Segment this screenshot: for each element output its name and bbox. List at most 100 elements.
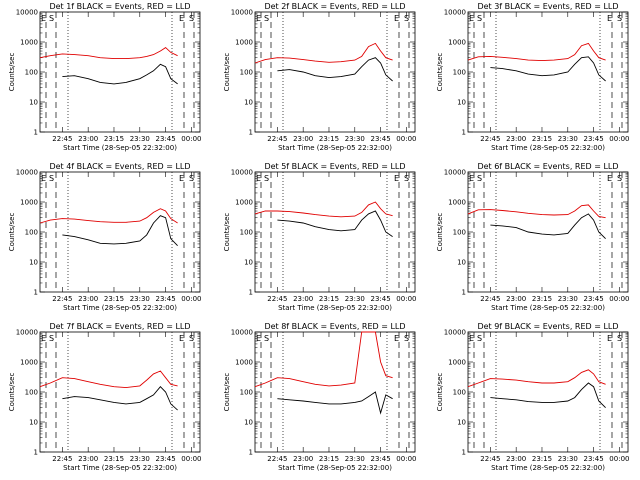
panel-title: Det 7f BLACK = Events, RED = LLD — [49, 322, 190, 331]
x-tick-label: 23:30 — [130, 135, 150, 143]
y-tick-label: 1000 — [448, 39, 466, 47]
x-tick-label: 00:00 — [396, 295, 416, 303]
x-tick-label: 00:00 — [609, 455, 629, 463]
panel-title: Det 2f BLACK = Events, RED = LLD — [264, 2, 405, 11]
series-events-line — [277, 391, 393, 415]
x-tick-label: 23:45 — [155, 295, 175, 303]
y-tick-label: 10000 — [444, 329, 466, 337]
y-tick-label: 1000 — [235, 359, 253, 367]
y-tick-label: 10 — [457, 419, 466, 427]
panel-title: Det 8f BLACK = Events, RED = LLD — [264, 322, 405, 331]
marker-label: E — [469, 334, 474, 343]
series-events-line — [490, 382, 606, 409]
x-tick-label: 00:00 — [609, 135, 629, 143]
marker-label: E — [41, 14, 46, 23]
x-tick-label: 00:00 — [609, 295, 629, 303]
x-axis-label: Start Time (28-Sep-05 22:32:00) — [491, 144, 605, 152]
plot-frame — [254, 171, 416, 293]
x-tick-label: 23:45 — [155, 135, 175, 143]
series-lld-line — [39, 208, 178, 224]
x-tick-label: 00:00 — [396, 455, 416, 463]
x-tick-label: 23:15 — [319, 455, 339, 463]
x-tick-label: 23:45 — [370, 455, 390, 463]
x-tick-label: 22:45 — [480, 135, 500, 143]
y-tick-label: 100 — [453, 69, 466, 77]
series-events-line — [490, 56, 606, 82]
x-tick-label: 23:45 — [583, 455, 603, 463]
series-lld-line — [254, 331, 393, 388]
y-tick-label: 1 — [462, 449, 466, 457]
x-tick-label: 23:30 — [345, 295, 365, 303]
series-lld-line — [467, 42, 606, 62]
x-tick-label: 23:15 — [532, 455, 552, 463]
x-axis-label: Start Time (28-Sep-05 22:32:00) — [278, 464, 392, 472]
y-axis-label: Counts/sec — [223, 213, 231, 252]
x-tick-label: 23:45 — [370, 135, 390, 143]
marker-label: S — [49, 14, 54, 23]
x-tick-label: 23:00 — [293, 455, 313, 463]
panel-title: Det 3f BLACK = Events, RED = LLD — [477, 2, 618, 11]
marker-label: E — [607, 174, 612, 183]
x-axis-label: Start Time (28-Sep-05 22:32:00) — [278, 304, 392, 312]
y-tick-label: 100 — [240, 229, 253, 237]
y-axis-label: Counts/sec — [8, 53, 16, 92]
x-tick-label: 00:00 — [396, 135, 416, 143]
x-axis-label: Start Time (28-Sep-05 22:32:00) — [63, 464, 177, 472]
panel-det-8: Det 8f BLACK = Events, RED = LLD 1 10 100 10… — [223, 322, 416, 472]
series-events-line — [490, 213, 606, 240]
series-events-line — [62, 386, 178, 411]
y-tick-label: 10 — [244, 99, 253, 107]
plot-frame — [467, 171, 629, 293]
marker-label: E — [256, 334, 261, 343]
y-tick-label: 10 — [457, 99, 466, 107]
x-tick-label: 00:00 — [181, 135, 201, 143]
x-tick-label: 23:00 — [293, 295, 313, 303]
y-tick-label: 100 — [25, 69, 38, 77]
series-events-line — [62, 215, 178, 247]
marker-label: E — [607, 14, 612, 23]
x-tick-label: 22:45 — [52, 135, 72, 143]
y-tick-label: 1 — [249, 289, 253, 297]
marker-label: S — [617, 174, 622, 183]
marker-label: E — [179, 334, 184, 343]
y-tick-label: 1 — [462, 289, 466, 297]
marker-label: E — [469, 14, 474, 23]
y-tick-label: 10 — [457, 259, 466, 267]
x-axis-label: Start Time (28-Sep-05 22:32:00) — [278, 144, 392, 152]
marker-label: E — [469, 174, 474, 183]
panel-title: Det 4f BLACK = Events, RED = LLD — [49, 162, 190, 171]
y-tick-label: 10000 — [231, 9, 253, 17]
series-events-line — [277, 210, 393, 237]
y-tick-label: 1000 — [448, 359, 466, 367]
marker-label: S — [189, 174, 194, 183]
y-tick-label: 10 — [29, 99, 38, 107]
marker-label: S — [404, 334, 409, 343]
plot-frame — [467, 331, 629, 453]
panel-det-2: Det 2f BLACK = Events, RED = LLD 1 10 100 10… — [223, 2, 416, 152]
y-tick-label: 10000 — [16, 169, 38, 177]
y-axis-label: Counts/sec — [223, 373, 231, 412]
y-axis-label: Counts/sec — [436, 373, 444, 412]
x-tick-label: 23:00 — [293, 135, 313, 143]
y-tick-label: 100 — [453, 229, 466, 237]
series-events-line — [62, 63, 178, 85]
x-tick-label: 23:15 — [319, 135, 339, 143]
plot-frame — [39, 331, 201, 453]
series-lld-line — [254, 201, 393, 218]
panel-det-7: Det 7f BLACK = Events, RED = LLD 1 10 100 10… — [8, 322, 201, 472]
marker-label: S — [477, 174, 482, 183]
panel-det-6: Det 6f BLACK = Events, RED = LLD 1 10 100 10… — [436, 162, 629, 312]
plot-frame — [254, 11, 416, 133]
y-tick-label: 1000 — [235, 199, 253, 207]
marker-label: S — [189, 14, 194, 23]
series-lld-line — [39, 47, 178, 60]
y-tick-label: 1000 — [20, 39, 38, 47]
marker-label: E — [41, 334, 46, 343]
marker-label: S — [617, 14, 622, 23]
y-tick-label: 10000 — [16, 329, 38, 337]
marker-label: E — [41, 174, 46, 183]
marker-label: S — [404, 14, 409, 23]
y-tick-label: 10000 — [231, 169, 253, 177]
y-tick-label: 100 — [240, 389, 253, 397]
y-tick-label: 1 — [34, 129, 38, 137]
